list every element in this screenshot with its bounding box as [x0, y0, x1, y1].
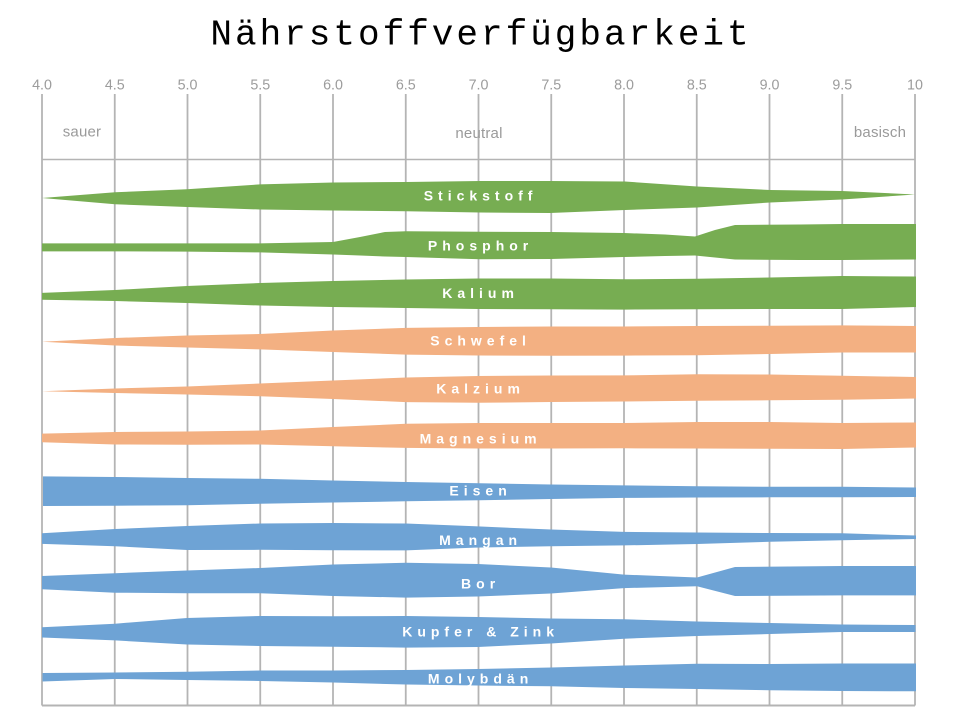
svg-text:Kupfer & Zink: Kupfer & Zink — [402, 624, 559, 640]
svg-text:10: 10 — [907, 77, 923, 93]
svg-text:neutral: neutral — [455, 125, 502, 142]
svg-text:9.5: 9.5 — [832, 77, 852, 93]
svg-text:9.0: 9.0 — [760, 77, 780, 93]
svg-text:4.5: 4.5 — [105, 77, 125, 93]
svg-text:7.5: 7.5 — [541, 77, 561, 93]
svg-text:Eisen: Eisen — [449, 483, 511, 499]
svg-text:Stickstoff: Stickstoff — [424, 188, 538, 204]
svg-text:4.0: 4.0 — [32, 77, 52, 93]
svg-text:Kalium: Kalium — [442, 285, 519, 301]
svg-text:Magnesium: Magnesium — [420, 431, 542, 447]
svg-text:7.0: 7.0 — [469, 77, 489, 93]
svg-text:Mangan: Mangan — [439, 532, 522, 548]
svg-text:Kalzium: Kalzium — [436, 381, 525, 397]
svg-text:sauer: sauer — [63, 123, 102, 140]
svg-text:Bor: Bor — [461, 576, 500, 592]
svg-text:6.0: 6.0 — [323, 77, 343, 93]
svg-text:Nährstoffverfügbarkeit: Nährstoffverfügbarkeit — [210, 15, 751, 56]
svg-text:8.5: 8.5 — [687, 77, 707, 93]
svg-text:6.5: 6.5 — [396, 77, 416, 93]
svg-text:basisch: basisch — [854, 124, 906, 141]
svg-text:5.0: 5.0 — [178, 77, 198, 93]
svg-text:5.5: 5.5 — [250, 77, 270, 93]
svg-text:Schwefel: Schwefel — [430, 333, 531, 349]
svg-text:Molybdän: Molybdän — [428, 671, 533, 687]
svg-text:Phosphor: Phosphor — [428, 238, 533, 254]
svg-text:8.0: 8.0 — [614, 77, 634, 93]
